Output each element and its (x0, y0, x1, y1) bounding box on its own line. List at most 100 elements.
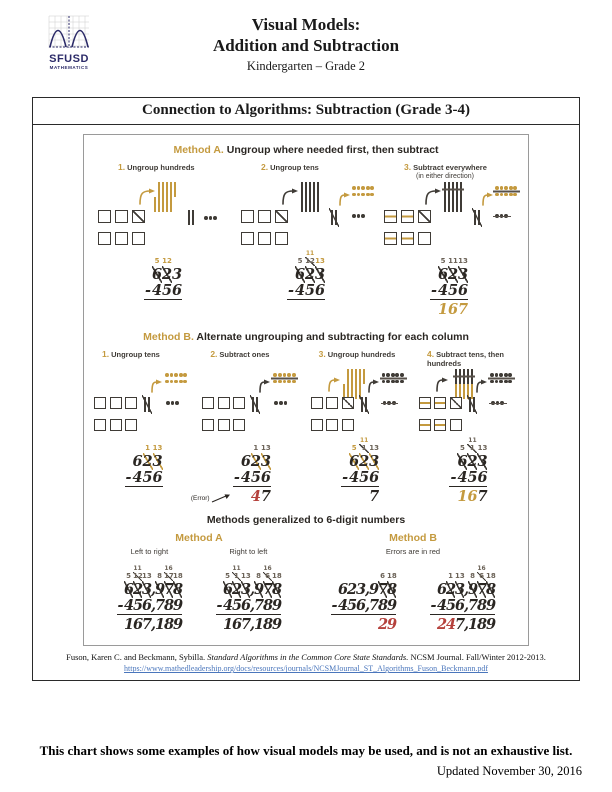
digit-token: 9 (173, 596, 184, 614)
ungroup-arrow-icon (282, 188, 298, 205)
ungroup-arrow (150, 379, 163, 399)
generalized-method-b-group: Method B Errors are in red 6 18 6 2 3, 9 7 8-4 5… (314, 532, 512, 633)
tens-tallies (158, 182, 176, 197)
digit-token: 5 (162, 281, 173, 299)
digit-token: 1 (467, 444, 478, 453)
digit-token: 2 (347, 580, 358, 598)
step-label: 3. Subtract everywhere (in either directi… (378, 162, 487, 182)
hundreds-block (217, 397, 230, 409)
hundreds-block (258, 210, 271, 223)
digit-token: 5 (232, 596, 243, 614)
ones-dots (380, 399, 399, 408)
digit-token: 16 (164, 565, 173, 572)
ungroup-arrow (424, 188, 442, 211)
digit-token: 9 (173, 615, 184, 633)
digit-token: 1 (438, 300, 449, 318)
digit-token: 4 (240, 468, 251, 486)
digit-token: 13 (455, 572, 465, 580)
digit-token: - (342, 468, 349, 486)
digit-token: 6 (232, 615, 243, 633)
subtraction-problem-b2: 1 13 6 2 3-4 5 6 4 7 (Error) (191, 437, 271, 505)
digit-token: , (151, 596, 157, 614)
digit-token: 5 (460, 444, 465, 452)
digit-token: 6 (356, 596, 367, 614)
hundreds-block (233, 397, 246, 409)
digit-token: - (233, 468, 240, 486)
hundreds-block (98, 232, 111, 245)
citation-link[interactable]: https://www.mathedleadership.org/docs/re… (124, 664, 488, 674)
logo-graph-icon (48, 15, 89, 48)
digit-token: 7 (164, 580, 175, 598)
step-text: Ungroup hundreds (327, 350, 396, 359)
tens-tallies (472, 208, 482, 227)
digit-token: 3 (458, 265, 469, 283)
digit-token: - (450, 468, 457, 486)
digit-token: - (144, 281, 152, 299)
hundreds-block (109, 419, 122, 431)
digit-token: 8 (387, 580, 398, 598)
ungroup-arrow (327, 377, 341, 398)
digit-token: 17 (164, 572, 174, 581)
digit-token: 7 (477, 580, 488, 598)
method-b-step1-column: 1. Ungroup tens 1 13 6 2 3 -4 5 6 (92, 349, 195, 504)
digit-token: 6 (438, 265, 449, 283)
tens-tallies (142, 395, 152, 414)
hundreds-block-ungrouped (275, 210, 288, 223)
digit-token: 9 (272, 615, 283, 633)
digit-token: 11 (232, 565, 241, 572)
tens-tallies (188, 210, 194, 225)
digit-token: , (464, 596, 470, 614)
digit-token: 13 (369, 444, 380, 452)
digit-token: 8 (477, 615, 488, 633)
doc-title-line2: Addition and Subtraction (212, 36, 400, 56)
ones-dots (488, 399, 507, 408)
hundreds-block-subtracted (418, 419, 431, 431)
digit-token: 9 (387, 596, 398, 614)
hundreds-block (115, 232, 128, 245)
method-b-row: 1. Ungroup tens 1 13 6 2 3-4 5 6 2. Subtract one… (84, 349, 528, 505)
ungroup-arrow-icon (151, 379, 162, 393)
digit-token: , (151, 580, 157, 598)
logo-org-text: SFUSD (49, 53, 89, 65)
ungroup-arrow (281, 188, 299, 211)
digit-token: 8 (486, 580, 497, 598)
hundreds-block (275, 232, 288, 245)
digit-token: 7 (458, 300, 469, 318)
digit-token: 6 (448, 300, 459, 318)
method-b-label: Method B. (143, 331, 194, 343)
digit-token: 6 (223, 580, 234, 598)
ungroup-arrow-icon (339, 192, 350, 206)
generalized-method-a-group: Method A Left to right Right to left 11 1… (100, 532, 298, 633)
digit-token: 13 (458, 257, 468, 265)
digit-token: 6 (172, 281, 183, 299)
generalized-method-b-sublabels: Errors are in red (314, 547, 512, 556)
step-label: 2. Subtract ones (200, 349, 269, 369)
digit-token: 7 (369, 487, 380, 505)
ungroup-arrow (435, 377, 449, 398)
hundreds-block (125, 397, 137, 409)
subtraction-problem-a2: 11 5 12 13 6 2 3-4 5 6 (287, 250, 325, 317)
generalized-title: Methods generalized to 6-digit numbers (206, 514, 406, 526)
tens-tallies (444, 197, 462, 212)
ungroup-arrow (367, 379, 380, 399)
ungroup-arrow-icon (259, 379, 271, 393)
hundreds-block (233, 419, 246, 431)
tens-tallies (154, 197, 172, 212)
digit-token: 4 (132, 468, 143, 486)
step-text: Ungroup tens (111, 350, 160, 359)
ungroup-arrow-icon (327, 377, 340, 392)
digit-token: 3 (142, 580, 153, 598)
digit-token: 7 (468, 596, 479, 614)
digit-token: , (365, 596, 371, 614)
blocks-diagram-b1 (92, 369, 195, 435)
digit-token: - (430, 281, 438, 299)
digit-token: 3 (260, 452, 271, 470)
subtraction-line (117, 614, 182, 616)
tens-tallies (346, 369, 365, 384)
hundreds-block-subtracted (384, 232, 397, 245)
digit-token: 6 (263, 572, 272, 581)
digit-token: 8 (173, 580, 184, 598)
digit-token: 5 (154, 257, 160, 265)
digit-token: 7 (254, 596, 265, 614)
digit-token: 8 (164, 596, 175, 614)
